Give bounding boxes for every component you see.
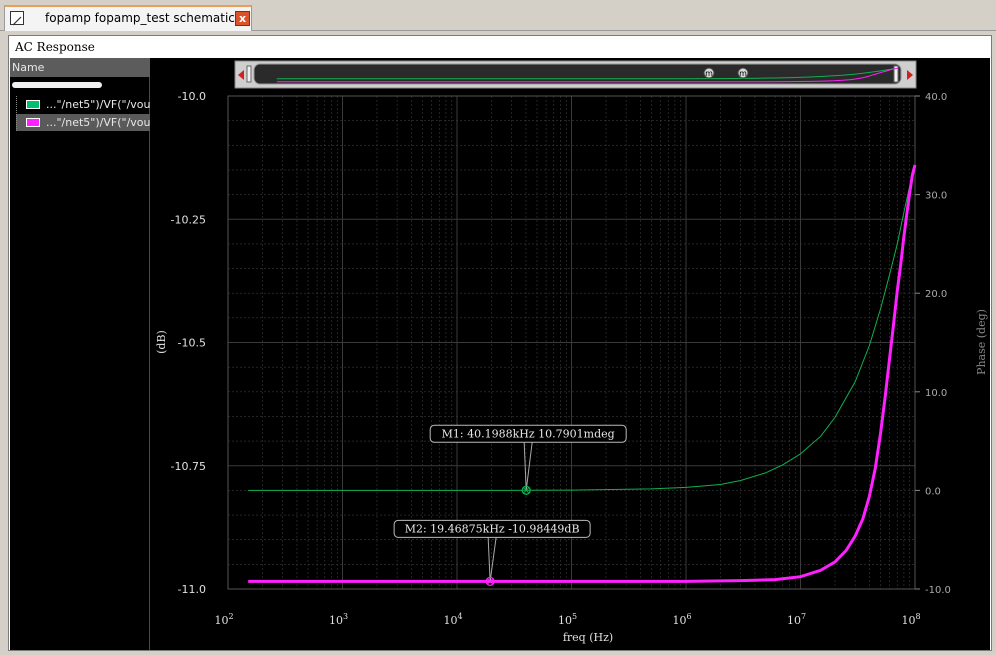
y-tick-label-right: 30.0 bbox=[925, 191, 947, 202]
y-axis-left-label: (dB) bbox=[155, 330, 168, 354]
window-title: AC Response bbox=[15, 40, 95, 54]
y-tick-label-left: -11.0 bbox=[178, 583, 206, 596]
tab-bar: fopamp fopamp_test schematic x bbox=[0, 0, 996, 31]
x-tick-label: 102 bbox=[214, 612, 233, 627]
magnitude-series-line[interactable] bbox=[248, 164, 917, 583]
ac-response-window: AC Response Name ..."/net5")/VF("/vou ..… bbox=[8, 35, 992, 651]
overview-right-handle[interactable] bbox=[893, 65, 899, 83]
legend-item-selected[interactable]: ..."/net5")/VF("/vou bbox=[16, 114, 150, 131]
phase-series-line[interactable] bbox=[248, 166, 916, 491]
overview-strip[interactable]: m m bbox=[234, 60, 917, 89]
scroll-right-icon[interactable] bbox=[907, 70, 913, 80]
y-tick-label-left: -10.25 bbox=[171, 213, 206, 226]
y-axis-right: 40.0 30.0 20.0 10.0 0.0 -10.0 bbox=[915, 92, 951, 596]
overview-marker-glyph: m bbox=[705, 69, 713, 78]
ac-response-chart[interactable]: m m 102 103 104 105 106 107 108 -10.0-10.25-10… bbox=[10, 58, 990, 650]
x-tick-label: 103 bbox=[329, 612, 348, 627]
tree-connector bbox=[16, 96, 22, 113]
plot-frame bbox=[227, 95, 916, 590]
x-axis-label: freq (Hz) bbox=[563, 631, 613, 644]
overview-marker-m1[interactable]: m bbox=[737, 67, 749, 79]
marker-label-box bbox=[429, 424, 627, 443]
y-tick-label-right: 40.0 bbox=[925, 92, 947, 103]
plot-area-container: Name ..."/net5")/VF("/vou ..."/net5")/VF… bbox=[10, 58, 990, 650]
overview-marker-glyph: m bbox=[739, 69, 747, 78]
y-tick-label-right: 20.0 bbox=[925, 289, 947, 300]
marker-m1[interactable]: M1: 40.1988kHz 10.7901mdeg bbox=[429, 424, 627, 495]
schematic-icon bbox=[10, 11, 24, 26]
overview-phase-line bbox=[276, 67, 899, 80]
y-tick-label-right: -10.0 bbox=[925, 585, 951, 596]
legend-label: ..."/net5")/VF("/vou bbox=[46, 98, 150, 111]
y-axis-right-label: Phase (deg) bbox=[975, 309, 988, 375]
x-tick-label: 105 bbox=[558, 612, 577, 627]
marker-point[interactable] bbox=[521, 485, 531, 495]
markers[interactable]: M1: 40.1988kHz 10.7901mdeg M2: 19.46875kH… bbox=[393, 424, 627, 587]
marker-point[interactable] bbox=[485, 576, 495, 587]
y-tick-label-left: -10.75 bbox=[171, 460, 206, 473]
y-tick-label-right: 0.0 bbox=[925, 486, 941, 497]
marker-label: M1: 40.1988kHz 10.7901mdeg bbox=[442, 427, 615, 440]
x-tick-label: 108 bbox=[901, 612, 920, 627]
marker-m2[interactable]: M2: 19.46875kHz -10.98449dB bbox=[393, 519, 591, 587]
y-axis-left: -10.0 -10.25 -10.5 -10.75 -11.0 bbox=[171, 90, 206, 596]
legend-label: ..."/net5")/VF("/vou bbox=[46, 116, 150, 129]
tab-title: fopamp fopamp_test schematic bbox=[45, 11, 235, 25]
legend-swatch bbox=[26, 100, 40, 109]
marker-label: M2: 19.46875kHz -10.98449dB bbox=[405, 522, 580, 535]
overview-marker-m2[interactable]: m bbox=[703, 67, 715, 79]
y-tick-label-right: 10.0 bbox=[925, 388, 947, 399]
scroll-left-icon[interactable] bbox=[238, 70, 244, 80]
legend-swatch bbox=[26, 118, 40, 127]
marker-label-box bbox=[393, 519, 591, 538]
y-tick-label-left: -10.5 bbox=[178, 337, 206, 350]
tab-schematic[interactable]: fopamp fopamp_test schematic x bbox=[4, 5, 252, 31]
y-tick-label-left: -10.0 bbox=[178, 90, 206, 103]
legend-header: Name bbox=[10, 58, 150, 77]
x-tick-label: 104 bbox=[443, 612, 462, 627]
overview-left-handle[interactable] bbox=[246, 65, 252, 83]
x-tick-label: 106 bbox=[672, 612, 691, 627]
x-axis: 102 103 104 105 106 107 108 bbox=[214, 612, 920, 627]
legend-panel: Name ..."/net5")/VF("/vou ..."/net5")/VF… bbox=[10, 58, 150, 650]
tree-connector bbox=[16, 114, 22, 131]
x-tick-label: 107 bbox=[787, 612, 806, 627]
overview-magnitude-line bbox=[276, 67, 899, 83]
legend-scrollbar[interactable] bbox=[12, 82, 102, 88]
grid bbox=[227, 95, 916, 590]
legend-item[interactable]: ..."/net5")/VF("/vou bbox=[16, 96, 150, 113]
close-icon[interactable]: x bbox=[235, 11, 250, 26]
